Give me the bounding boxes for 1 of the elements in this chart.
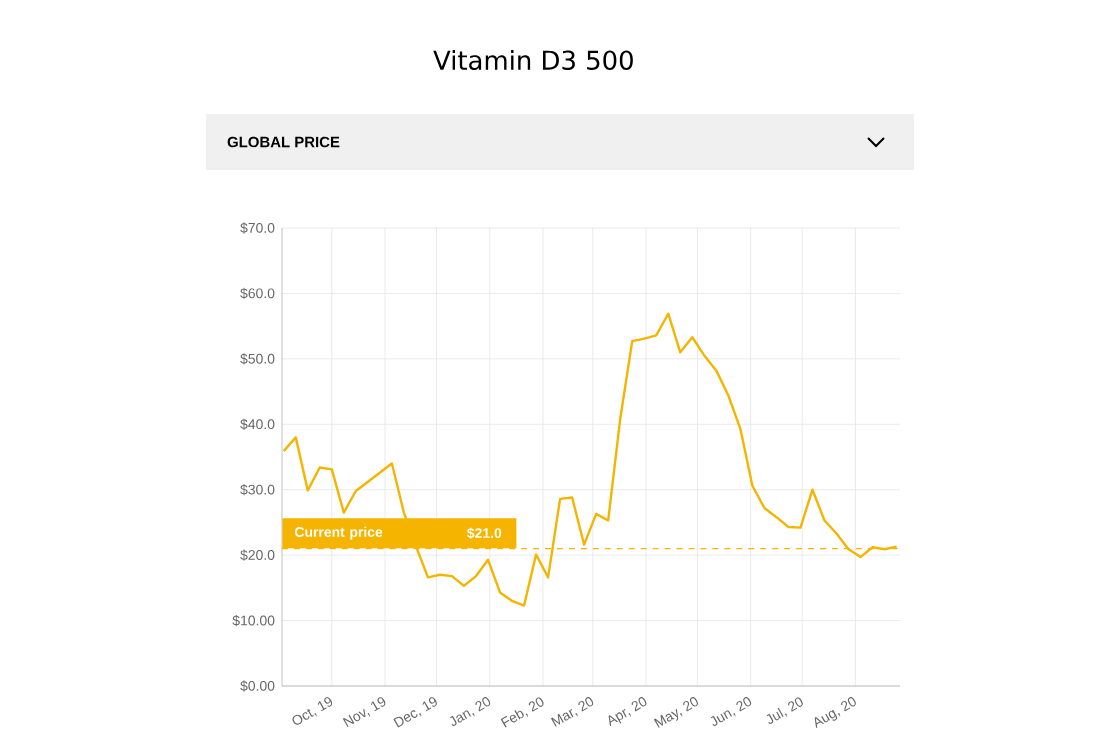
chart-title: Vitamin D3 500	[433, 49, 633, 71]
